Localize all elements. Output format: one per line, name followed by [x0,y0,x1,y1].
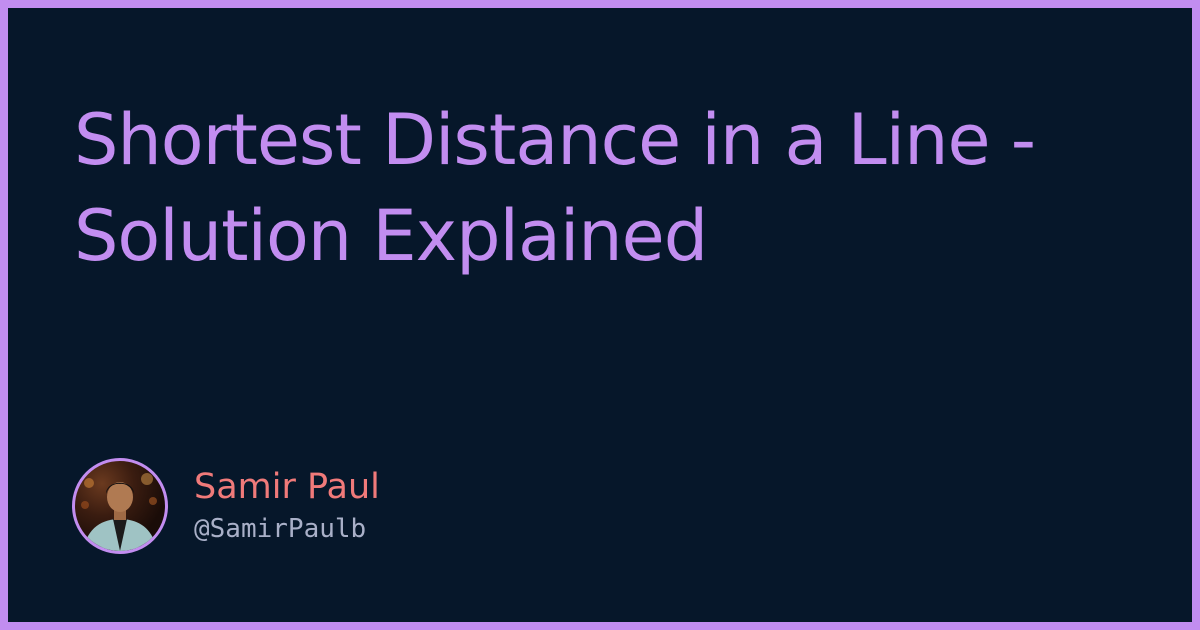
share-card: Shortest Distance in a Line - Solution E… [8,8,1192,622]
avatar-photo-icon [81,473,157,551]
author-handle: @SamirPaulb [194,514,367,544]
author-avatar [72,458,168,554]
post-title: Shortest Distance in a Line - Solution E… [74,99,1036,277]
author-info: Samir Paul @SamirPaulb [194,465,380,547]
author-block: Samir Paul @SamirPaulb [72,458,380,554]
author-name: Samir Paul [194,467,380,507]
